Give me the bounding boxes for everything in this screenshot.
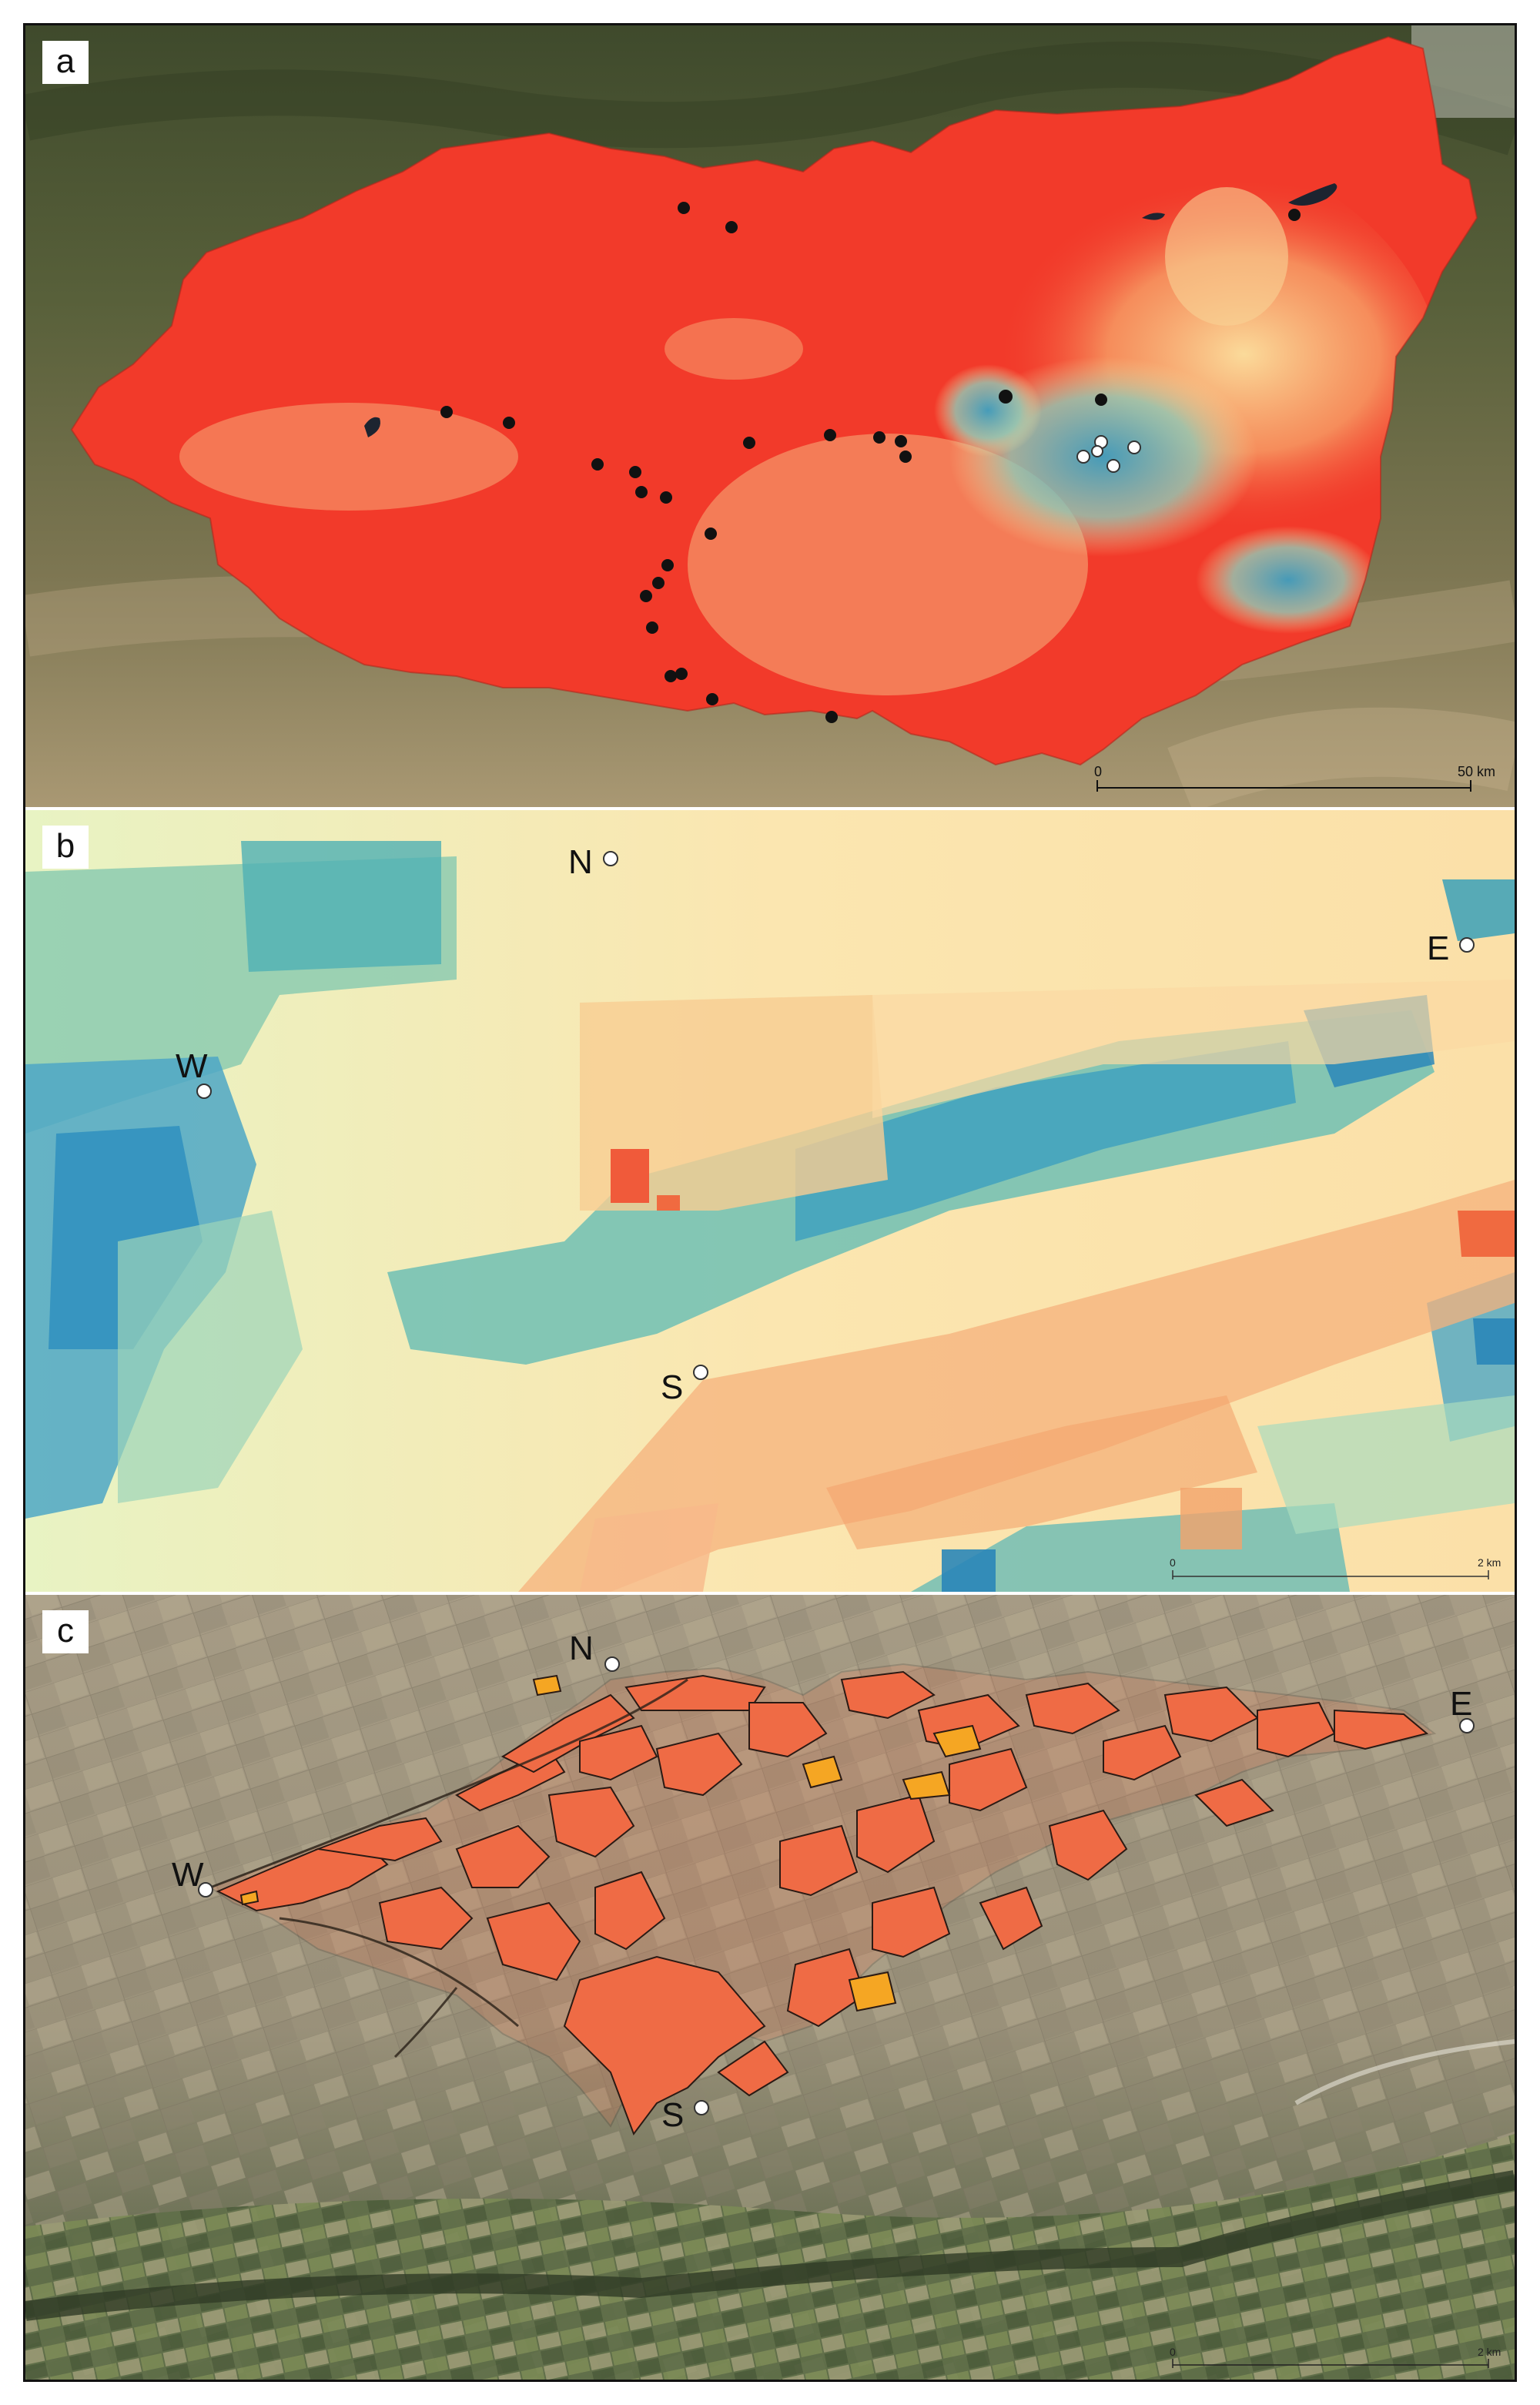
scale-end-label: 2 km (1478, 2346, 1501, 2358)
scale-end-label: 2 km (1478, 1556, 1501, 1569)
point-w-marker (198, 1882, 213, 1898)
point-s-label: S (661, 1368, 683, 1406)
panel-letter: b (42, 826, 89, 869)
highlighted-parcels (239, 1674, 982, 2012)
scale-bar: 0 2 km (1170, 1556, 1501, 1579)
point-n-label: N (568, 843, 593, 881)
scale-start-label: 0 (1094, 764, 1102, 779)
panel-c-parcel-map: N E W S 0 2 km c (25, 1595, 1515, 2380)
panel-a-map: 0 50 km (25, 25, 1515, 807)
high-value-pixels (518, 980, 1515, 1592)
point-n-marker (604, 1656, 620, 1672)
scale-bar: 0 2 km (1170, 2346, 1501, 2368)
vineyard-parcels (208, 1663, 1437, 2136)
scale-bar: 0 50 km (1094, 764, 1495, 792)
point-e-label: E (1450, 1685, 1472, 1723)
location-points: N E W S (172, 1630, 1475, 2134)
panel-letter: a (42, 41, 89, 84)
point-e-marker (1459, 937, 1475, 953)
scale-end-label: 50 km (1458, 764, 1495, 779)
point-s-marker (693, 1365, 708, 1380)
point-n-label: N (569, 1630, 594, 1667)
point-e-label: E (1427, 930, 1449, 967)
scale-start-label: 0 (1170, 1556, 1176, 1569)
point-e-marker (1459, 1718, 1475, 1733)
point-s-label: S (661, 2096, 684, 2134)
point-n-marker (603, 851, 618, 866)
sample-points-white (1076, 435, 1141, 473)
scale-start-label: 0 (1170, 2346, 1176, 2358)
point-w-label: W (176, 1047, 208, 1085)
low-value-pixels (25, 841, 1515, 1592)
location-points: N E W S (176, 843, 1475, 1406)
point-s-marker (694, 2100, 709, 2115)
point-w-label: W (172, 1856, 204, 1894)
panel-b-map: N E W S 0 2 km (25, 810, 1515, 1592)
panel-c-map: N E W S 0 2 km (25, 1595, 1515, 2380)
point-w-marker (196, 1084, 212, 1099)
panel-b-raster-detail: N E W S 0 2 km b (25, 810, 1515, 1592)
panel-a-regional-map: 0 50 km a (25, 25, 1515, 807)
sample-points-black (440, 202, 1301, 723)
panel-letter: c (42, 1610, 89, 1653)
